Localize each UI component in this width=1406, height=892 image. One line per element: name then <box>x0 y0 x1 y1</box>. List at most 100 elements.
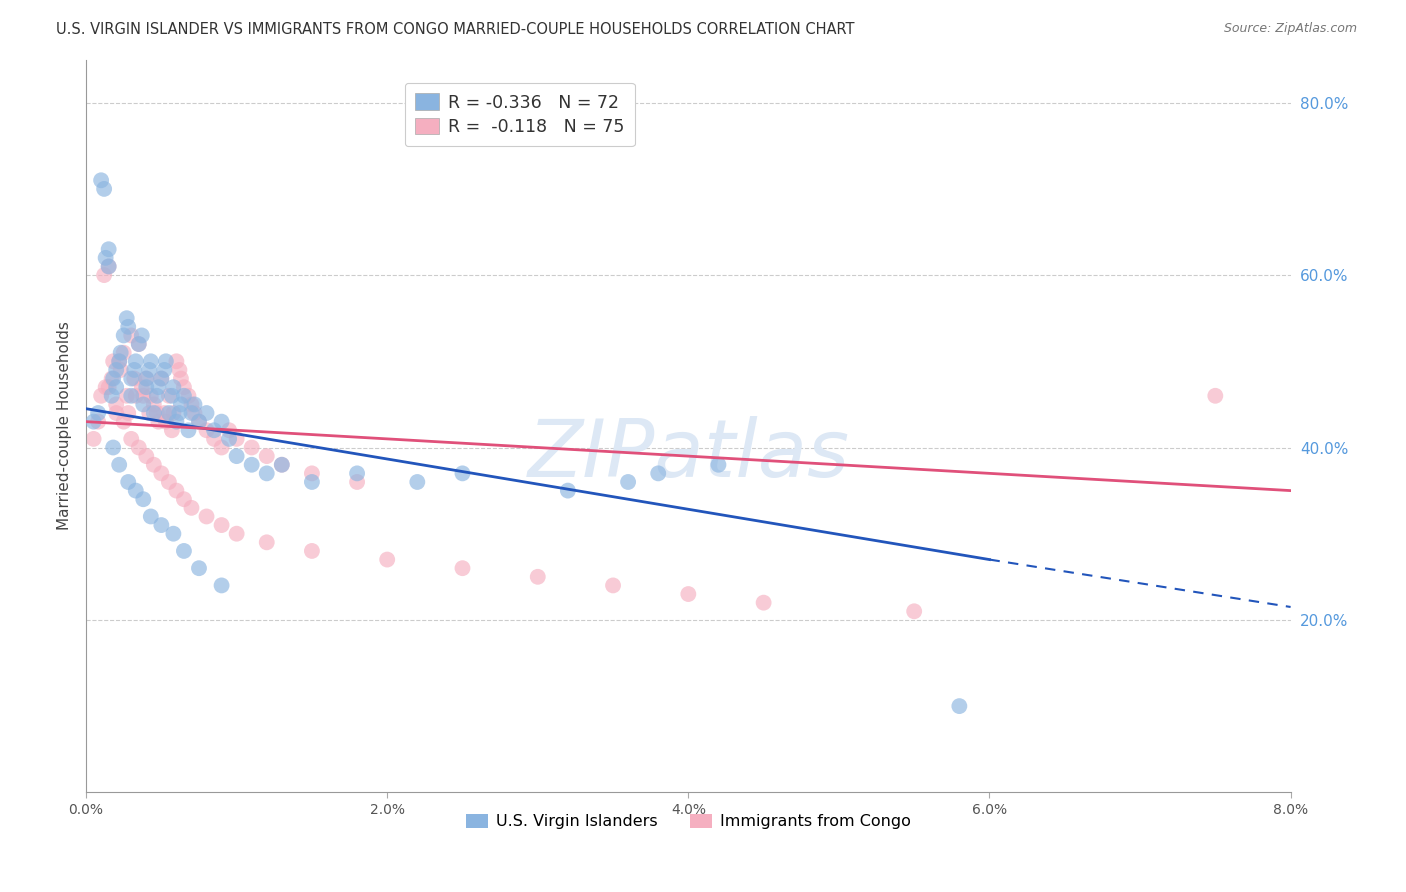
Point <box>202 432 225 446</box>
Point <box>451 467 474 481</box>
Point <box>169 406 191 420</box>
Point <box>195 406 218 420</box>
Point <box>225 432 247 446</box>
Point <box>301 544 323 558</box>
Legend: U.S. Virgin Islanders, Immigrants from Congo: U.S. Virgin Islanders, Immigrants from C… <box>460 807 917 836</box>
Point <box>211 578 233 592</box>
Point <box>150 518 173 533</box>
Point <box>169 363 191 377</box>
Point <box>180 500 202 515</box>
Point <box>225 526 247 541</box>
Point <box>83 432 105 446</box>
Point <box>93 268 115 282</box>
Point <box>138 406 160 420</box>
Point <box>218 423 240 437</box>
Point <box>135 380 157 394</box>
Point <box>105 406 128 420</box>
Point <box>97 242 120 256</box>
Point <box>100 371 122 385</box>
Point <box>97 380 120 394</box>
Point <box>173 544 195 558</box>
Point <box>173 492 195 507</box>
Point <box>108 354 131 368</box>
Point <box>125 354 148 368</box>
Point <box>112 328 135 343</box>
Point <box>150 371 173 385</box>
Point <box>101 354 124 368</box>
Point <box>131 328 153 343</box>
Point <box>128 441 150 455</box>
Point <box>202 423 225 437</box>
Point <box>162 526 184 541</box>
Point <box>256 467 278 481</box>
Point <box>256 449 278 463</box>
Point <box>617 475 640 489</box>
Point <box>225 449 247 463</box>
Text: ZIPatlas: ZIPatlas <box>527 417 849 494</box>
Point <box>83 415 105 429</box>
Point <box>120 328 142 343</box>
Point <box>132 397 155 411</box>
Point <box>1204 389 1226 403</box>
Text: U.S. VIRGIN ISLANDER VS IMMIGRANTS FROM CONGO MARRIED-COUPLE HOUSEHOLDS CORRELAT: U.S. VIRGIN ISLANDER VS IMMIGRANTS FROM … <box>56 22 855 37</box>
Point <box>195 423 218 437</box>
Point <box>87 415 110 429</box>
Point <box>139 389 162 403</box>
Point <box>100 389 122 403</box>
Point <box>146 406 169 420</box>
Point <box>108 458 131 472</box>
Point <box>240 458 263 472</box>
Point <box>117 319 139 334</box>
Point <box>112 415 135 429</box>
Point <box>117 406 139 420</box>
Point <box>240 441 263 455</box>
Point <box>146 389 169 403</box>
Point <box>647 467 669 481</box>
Point <box>101 441 124 455</box>
Point <box>180 397 202 411</box>
Point <box>165 354 187 368</box>
Point <box>139 509 162 524</box>
Point <box>678 587 700 601</box>
Point <box>165 483 187 498</box>
Point <box>112 345 135 359</box>
Point <box>128 337 150 351</box>
Point <box>155 415 177 429</box>
Point <box>157 389 180 403</box>
Point <box>707 458 730 472</box>
Point <box>451 561 474 575</box>
Point <box>115 389 138 403</box>
Point <box>97 260 120 274</box>
Point <box>142 397 165 411</box>
Point <box>157 475 180 489</box>
Point <box>125 389 148 403</box>
Point <box>135 371 157 385</box>
Point <box>157 406 180 420</box>
Point <box>93 182 115 196</box>
Point <box>105 380 128 394</box>
Point <box>948 699 970 714</box>
Point <box>90 389 112 403</box>
Point <box>195 509 218 524</box>
Point <box>183 397 205 411</box>
Point <box>138 363 160 377</box>
Point <box>211 415 233 429</box>
Point <box>180 406 202 420</box>
Point <box>94 380 117 394</box>
Point <box>170 371 193 385</box>
Point <box>602 578 624 592</box>
Point <box>160 423 183 437</box>
Point <box>101 371 124 385</box>
Point <box>131 380 153 394</box>
Point <box>125 483 148 498</box>
Point <box>142 458 165 472</box>
Point <box>150 371 173 385</box>
Point <box>188 415 211 429</box>
Point <box>557 483 579 498</box>
Point <box>211 441 233 455</box>
Text: Source: ZipAtlas.com: Source: ZipAtlas.com <box>1223 22 1357 36</box>
Point <box>752 596 775 610</box>
Point <box>120 432 142 446</box>
Point <box>183 406 205 420</box>
Point <box>97 260 120 274</box>
